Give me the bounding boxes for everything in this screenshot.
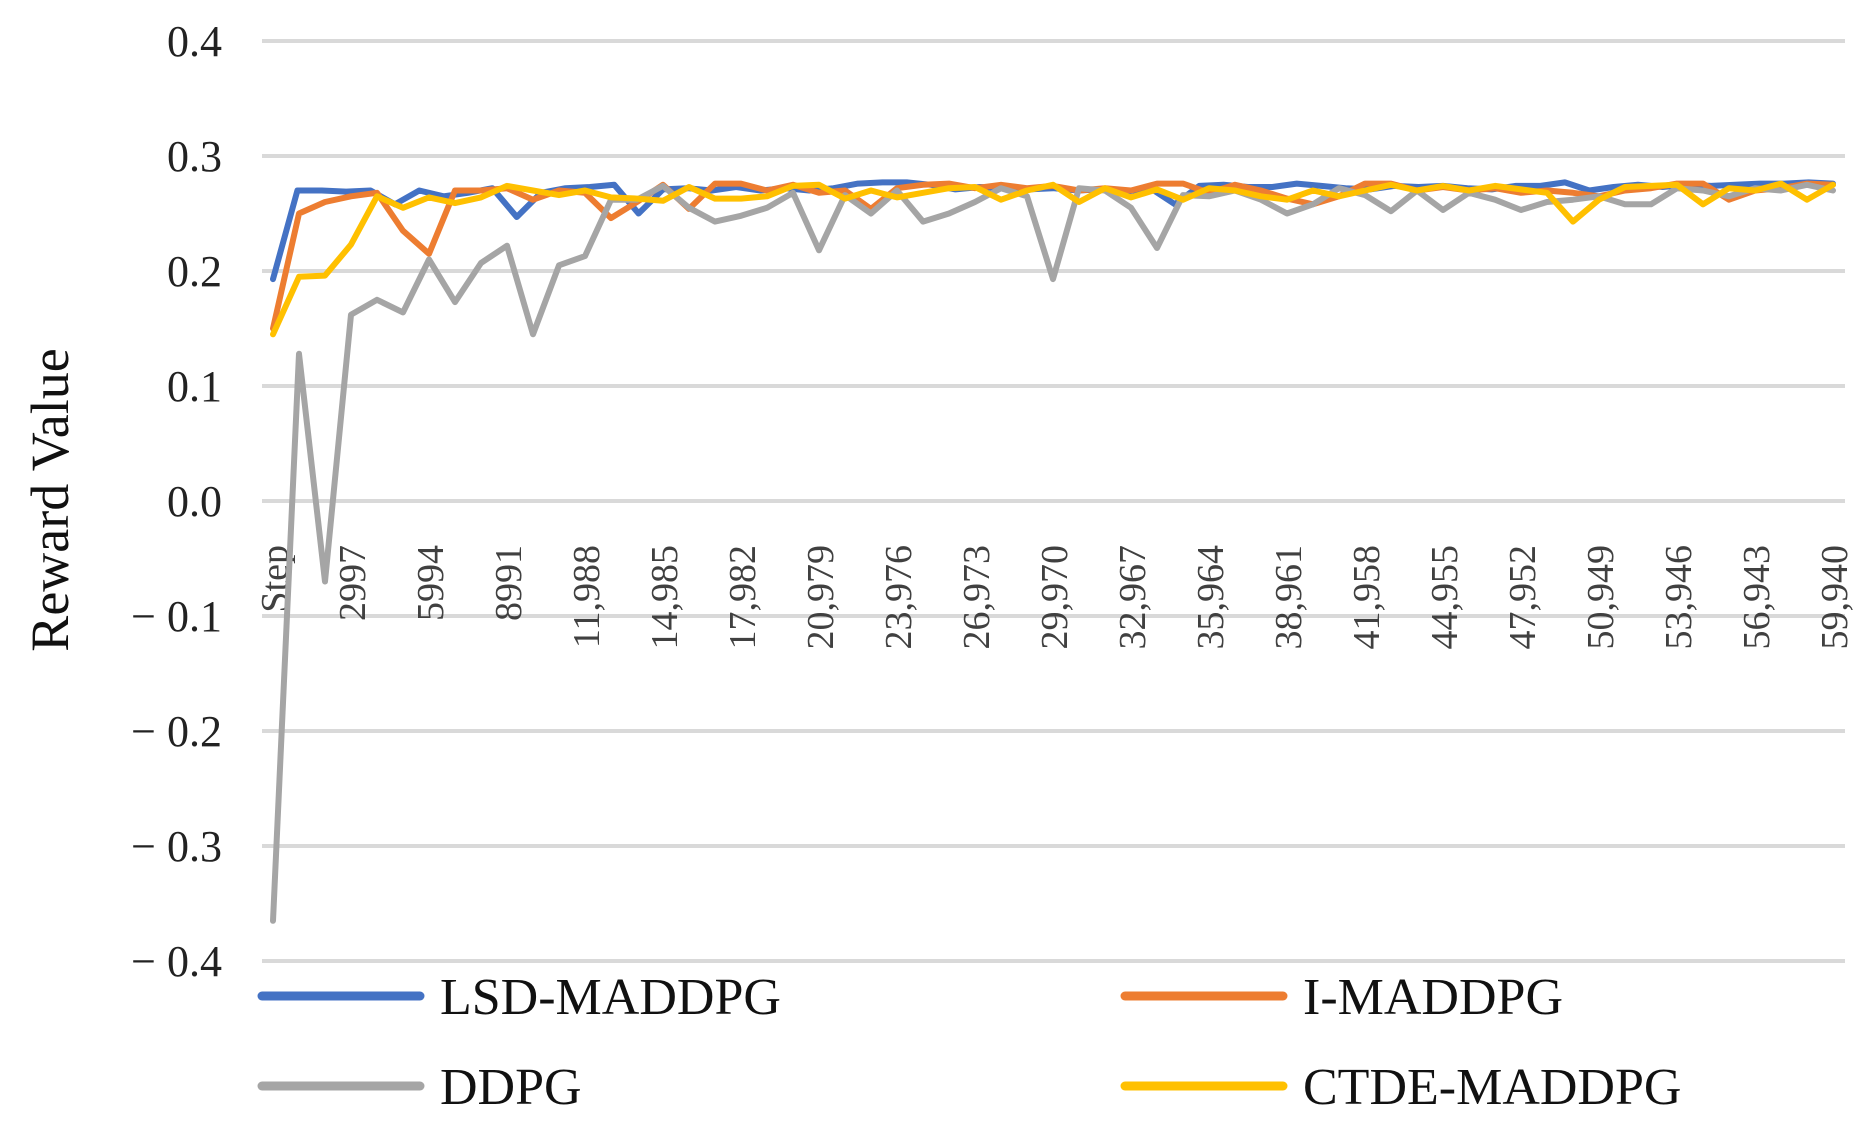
y-axis-ticks: 0.4 0.3 0.2 0.1 0.0 − 0.1 − 0.2 − 0.3 − 0.4: [131, 17, 222, 986]
y-tick-label: − 0.4: [131, 937, 222, 986]
series-line-ddpg: [270, 181, 1836, 924]
legend-item: CTDE-MADDPG: [1120, 1059, 1681, 1116]
legend-label: I-MADDPG: [1303, 969, 1563, 1026]
legend-item: DDPG: [257, 1059, 582, 1116]
legend-item: LSD-MADDPG: [257, 969, 781, 1026]
series-line-ctde-maddpg: [270, 180, 1836, 338]
x-tick-label: 2997: [332, 545, 374, 621]
x-axis-ticks: Step 2997 5994 8991 11,988 14,985 17,982 20,979…: [254, 545, 1856, 650]
y-tick-label: − 0.3: [131, 822, 222, 871]
x-tick-label: 59,940: [1814, 545, 1856, 650]
series-lines: [270, 179, 1836, 924]
x-tick-label: 41,958: [1346, 545, 1388, 650]
legend-label: LSD-MADDPG: [440, 969, 781, 1026]
legend-label: CTDE-MADDPG: [1303, 1059, 1681, 1116]
y-tick-label: − 0.2: [131, 707, 222, 756]
y-tick-label: 0.1: [167, 362, 222, 411]
x-tick-label: 17,982: [722, 545, 764, 650]
x-tick-label: 56,943: [1736, 545, 1778, 650]
x-tick-label: 47,952: [1502, 545, 1544, 650]
x-tick-label: 23,976: [878, 545, 920, 650]
x-tick-label: 50,949: [1580, 545, 1622, 650]
x-tick-label: 32,967: [1112, 545, 1154, 650]
x-tick-label: 5994: [410, 545, 452, 621]
x-tick-label: 14,985: [644, 545, 686, 650]
legend: LSD-MADDPG I-MADDPG DDPG CTDE-MADDPG: [257, 969, 1681, 1116]
x-tick-label: 8991: [488, 545, 530, 621]
x-tick-label: 11,988: [566, 545, 608, 648]
y-tick-label: − 0.1: [131, 592, 222, 641]
legend-item: I-MADDPG: [1120, 969, 1563, 1026]
y-tick-label: 0.4: [167, 17, 222, 66]
x-tick-label: 53,946: [1658, 545, 1700, 650]
y-tick-label: 0.0: [167, 477, 222, 526]
gridlines: [262, 39, 1845, 963]
x-tick-label: 20,979: [800, 545, 842, 650]
y-tick-label: 0.2: [167, 247, 222, 296]
x-tick-label: 29,970: [1034, 545, 1076, 650]
y-axis-title: Reward Value: [20, 348, 80, 651]
x-tick-label: 35,964: [1190, 545, 1232, 650]
x-tick-label: 38,961: [1268, 545, 1310, 650]
legend-label: DDPG: [440, 1059, 582, 1116]
x-tick-label: 26,973: [956, 545, 998, 650]
x-tick-label: 44,955: [1424, 545, 1466, 650]
y-tick-label: 0.3: [167, 132, 222, 181]
